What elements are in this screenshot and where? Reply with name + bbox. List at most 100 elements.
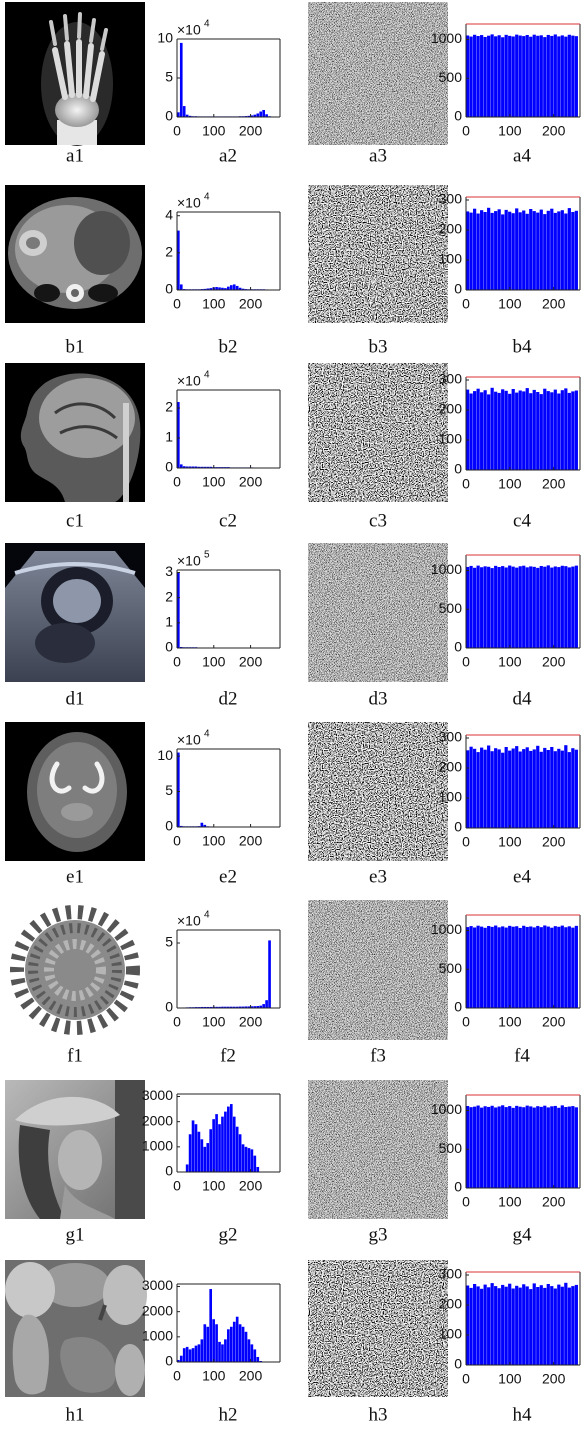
- y-tick-label: 0: [165, 108, 173, 124]
- histogram-bar: [253, 1006, 257, 1008]
- panel-caption: a3: [369, 145, 387, 166]
- y-tick-label: 300: [439, 1266, 463, 1282]
- x-tick-label: 200: [239, 1014, 263, 1030]
- histogram-bar: [557, 1107, 561, 1188]
- histogram-bar: [494, 1107, 498, 1188]
- x-tick-label: 0: [173, 474, 181, 490]
- histogram-bar: [179, 1355, 183, 1362]
- histogram-bar: [501, 214, 505, 290]
- image-virus-part: [10, 905, 140, 1035]
- panel-caption: f2: [220, 1045, 236, 1066]
- histogram-bar: [515, 746, 519, 828]
- histogram-bar: [483, 36, 487, 117]
- histogram-bar: [539, 751, 543, 828]
- histogram-bar: [546, 926, 550, 1008]
- histogram-bar: [224, 1006, 227, 1008]
- image-pet-brain: [5, 722, 145, 861]
- histogram-bar: [253, 1155, 257, 1172]
- image-peppers-part: [60, 1336, 116, 1393]
- histogram-bar: [539, 394, 543, 470]
- histogram-bar: [525, 388, 529, 470]
- histogram-bar: [564, 1282, 568, 1365]
- histogram-bar: [194, 1345, 198, 1362]
- histogram-bar: [218, 1124, 221, 1172]
- y-tick-label: 0: [454, 281, 462, 297]
- histogram-bar: [571, 35, 575, 117]
- histogram-bar: [574, 749, 578, 828]
- histogram-bar: [550, 927, 554, 1008]
- histogram-bar: [480, 1107, 484, 1188]
- histogram-bar: [550, 35, 554, 118]
- histogram-bar: [200, 1139, 204, 1172]
- histogram-bar: [215, 1006, 218, 1008]
- histogram-bar: [508, 35, 512, 117]
- y-tick-label: 2: [165, 399, 173, 415]
- y-scale-power: 5: [204, 550, 210, 561]
- histogram-bar: [536, 212, 540, 290]
- panel-caption: f1: [67, 1045, 83, 1066]
- histogram-bar: [473, 1284, 477, 1365]
- histogram-bar: [518, 35, 522, 117]
- histogram-bar: [567, 752, 571, 828]
- histogram-bar: [182, 1348, 186, 1362]
- histogram-bar: [508, 925, 512, 1008]
- histogram-bar: [487, 35, 491, 117]
- y-tick-label: 10: [157, 747, 173, 763]
- histogram-bar: [532, 389, 536, 470]
- histogram-bar: [571, 1286, 575, 1365]
- image-cipher: [308, 363, 448, 502]
- histogram-bar: [494, 925, 498, 1008]
- histogram-bar: [550, 567, 554, 648]
- histogram-bar: [550, 1286, 554, 1365]
- panel-caption: e3: [369, 866, 387, 887]
- y-tick-label: 5: [165, 782, 173, 798]
- histogram-bar: [212, 1319, 215, 1362]
- histogram-bar: [571, 391, 575, 470]
- histogram-bar: [200, 822, 204, 827]
- y-tick-label: 0: [165, 639, 173, 655]
- histogram-bar: [564, 1107, 568, 1188]
- y-tick-label: 3000: [142, 1087, 173, 1103]
- histogram-bar: [229, 1104, 233, 1172]
- histogram-bar: [256, 1356, 260, 1362]
- histogram-bar: [518, 212, 522, 290]
- image-lena-part: [18, 1125, 65, 1219]
- histogram-bar: [197, 1344, 201, 1362]
- x-tick-label: 100: [202, 474, 226, 490]
- y-tick-label: 500: [439, 1140, 463, 1156]
- histogram-bar: [515, 208, 519, 290]
- histogram-bar: [235, 1316, 239, 1362]
- histogram-bar: [529, 36, 533, 117]
- histogram-bar: [215, 287, 218, 290]
- histogram-bar: [262, 1004, 265, 1008]
- histogram-bar: [229, 285, 233, 290]
- histogram-bar: [539, 1106, 543, 1188]
- histogram-bar: [179, 284, 183, 290]
- histogram-bar: [539, 566, 543, 648]
- histogram-bar: [553, 566, 557, 648]
- image-cipher: [308, 1080, 448, 1219]
- histogram-bar: [560, 390, 564, 470]
- panel-caption: g1: [66, 1224, 85, 1245]
- y-scale-label: ×10: [177, 553, 201, 569]
- histogram-bar: [476, 1105, 480, 1188]
- histogram-bar: [250, 1344, 254, 1362]
- histogram-bar: [550, 208, 554, 290]
- histogram-bar: [504, 927, 508, 1008]
- histogram-bar: [200, 466, 204, 468]
- image-xray-foot-part-part: [52, 47, 68, 100]
- panel-caption: h2: [219, 1404, 238, 1425]
- panel-caption: b1: [66, 336, 85, 357]
- x-tick-label: 200: [542, 296, 566, 312]
- histogram-bar: [476, 1286, 480, 1365]
- y-tick-label: 0: [454, 639, 462, 655]
- histogram-bar: [550, 1106, 554, 1188]
- histogram-bar: [466, 211, 470, 290]
- histogram-bar: [177, 112, 180, 117]
- histogram-bar: [532, 211, 536, 290]
- histogram-bar: [490, 751, 494, 828]
- histogram-bar: [215, 1114, 218, 1172]
- histogram-bar: [229, 1326, 233, 1362]
- histogram-bar: [487, 1287, 491, 1365]
